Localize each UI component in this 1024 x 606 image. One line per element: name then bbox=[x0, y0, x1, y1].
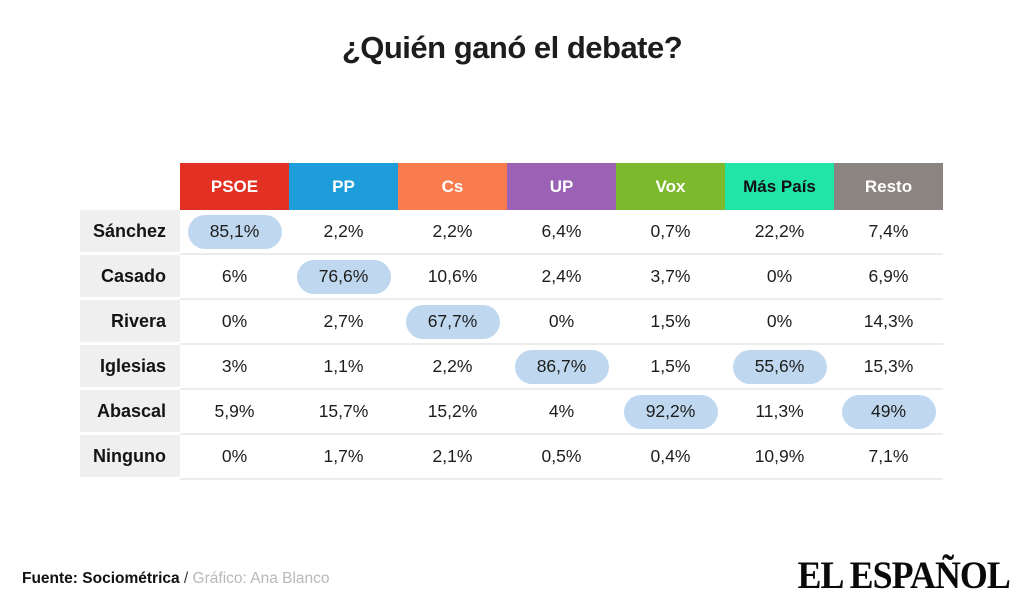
table-cell: 76,6% bbox=[289, 255, 398, 300]
table-cell: 67,7% bbox=[398, 300, 507, 345]
table-cell: 2,1% bbox=[398, 435, 507, 480]
table-row-casado: Casado 6% 76,6% 10,6% 2,4% 3,7% 0% 6,9% bbox=[80, 255, 944, 300]
table-cell: 22,2% bbox=[725, 210, 834, 255]
column-header-mas-pais: Más País bbox=[725, 163, 834, 210]
table-row-ninguno: Ninguno 0% 1,7% 2,1% 0,5% 0,4% 10,9% 7,1% bbox=[80, 435, 944, 480]
column-header-psoe: PSOE bbox=[180, 163, 289, 210]
table-cell: 0,7% bbox=[616, 210, 725, 255]
highlight-pill: 76,6% bbox=[296, 259, 391, 294]
table-cell: 0,4% bbox=[616, 435, 725, 480]
table-cell: 7,1% bbox=[834, 435, 943, 480]
table-header-row: PSOE PP Cs UP Vox Más País Resto bbox=[180, 163, 944, 210]
column-header-resto: Resto bbox=[834, 163, 943, 210]
highlight-pill: 55,6% bbox=[732, 349, 827, 384]
table-cell: 0% bbox=[725, 255, 834, 300]
table-cell: 2,2% bbox=[398, 345, 507, 390]
table-cell: 15,2% bbox=[398, 390, 507, 435]
table-cell: 7,4% bbox=[834, 210, 943, 255]
table-cell: 86,7% bbox=[507, 345, 616, 390]
table-row-sanchez: Sánchez 85,1% 2,2% 2,2% 6,4% 0,7% 22,2% 7,4% bbox=[80, 210, 944, 255]
table-cell: 0% bbox=[507, 300, 616, 345]
highlight-pill: 67,7% bbox=[405, 304, 500, 339]
table-cell: 5,9% bbox=[180, 390, 289, 435]
table-row-abascal: Abascal 5,9% 15,7% 15,2% 4% 92,2% 11,3% 49% bbox=[80, 390, 944, 435]
table-cell: 1,5% bbox=[616, 300, 725, 345]
table-cell: 3% bbox=[180, 345, 289, 390]
highlight-pill: 92,2% bbox=[623, 394, 718, 429]
column-header-up: UP bbox=[507, 163, 616, 210]
table-cell: 2,7% bbox=[289, 300, 398, 345]
row-label: Iglesias bbox=[80, 345, 180, 390]
column-header-pp: PP bbox=[289, 163, 398, 210]
source-text: Fuente: Sociométrica bbox=[22, 570, 180, 587]
table-cell: 0% bbox=[180, 435, 289, 480]
row-label: Abascal bbox=[80, 390, 180, 435]
highlight-pill: 86,7% bbox=[514, 349, 609, 384]
table-cell: 2,4% bbox=[507, 255, 616, 300]
table-cell: 0,5% bbox=[507, 435, 616, 480]
table-cell: 2,2% bbox=[398, 210, 507, 255]
column-header-vox: Vox bbox=[616, 163, 725, 210]
row-label: Casado bbox=[80, 255, 180, 300]
column-header-cs: Cs bbox=[398, 163, 507, 210]
footer-separator: / bbox=[179, 570, 193, 587]
table-cell: 15,3% bbox=[834, 345, 943, 390]
table-cell: 0% bbox=[180, 300, 289, 345]
row-label: Ninguno bbox=[80, 435, 180, 480]
highlight-pill: 49% bbox=[841, 394, 936, 429]
table-body: Sánchez 85,1% 2,2% 2,2% 6,4% 0,7% 22,2% 7,4% Cas… bbox=[80, 210, 944, 480]
page-title: ¿Quién ganó el debate? bbox=[341, 30, 683, 65]
footer-credits: Fuente: Sociométrica / Gráfico: Ana Blan… bbox=[22, 570, 330, 588]
table-cell: 10,9% bbox=[725, 435, 834, 480]
table-cell: 4% bbox=[507, 390, 616, 435]
table-cell: 11,3% bbox=[725, 390, 834, 435]
highlight-pill: 85,1% bbox=[187, 214, 282, 249]
table-row-rivera: Rivera 0% 2,7% 67,7% 0% 1,5% 0% 14,3% bbox=[80, 300, 944, 345]
row-label: Rivera bbox=[80, 300, 180, 345]
table-cell: 55,6% bbox=[725, 345, 834, 390]
table-cell: 6,4% bbox=[507, 210, 616, 255]
table-cell: 0% bbox=[725, 300, 834, 345]
table-cell: 14,3% bbox=[834, 300, 943, 345]
table-cell: 92,2% bbox=[616, 390, 725, 435]
table-cell: 1,1% bbox=[289, 345, 398, 390]
table-cell: 49% bbox=[834, 390, 943, 435]
table-cell: 3,7% bbox=[616, 255, 725, 300]
table-cell: 6% bbox=[180, 255, 289, 300]
table-row-iglesias: Iglesias 3% 1,1% 2,2% 86,7% 1,5% 55,6% 15,3% bbox=[80, 345, 944, 390]
table-cell: 6,9% bbox=[834, 255, 943, 300]
table-cell: 2,2% bbox=[289, 210, 398, 255]
results-table: PSOE PP Cs UP Vox Más País Resto Sánchez 85,1% 2… bbox=[80, 163, 944, 480]
graphic-credit: Gráfico: Ana Blanco bbox=[192, 570, 330, 587]
table-cell: 10,6% bbox=[398, 255, 507, 300]
table-cell: 15,7% bbox=[289, 390, 398, 435]
table-cell: 1,7% bbox=[289, 435, 398, 480]
row-label: Sánchez bbox=[80, 210, 180, 255]
table-cell: 1,5% bbox=[616, 345, 725, 390]
table-cell: 85,1% bbox=[180, 210, 289, 255]
